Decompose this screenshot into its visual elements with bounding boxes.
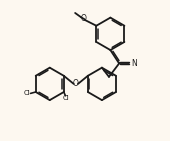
Text: Cl: Cl [63, 95, 69, 101]
Text: N: N [131, 59, 137, 68]
Text: O: O [73, 79, 79, 88]
Text: O: O [81, 14, 87, 23]
Text: Cl: Cl [24, 90, 31, 96]
